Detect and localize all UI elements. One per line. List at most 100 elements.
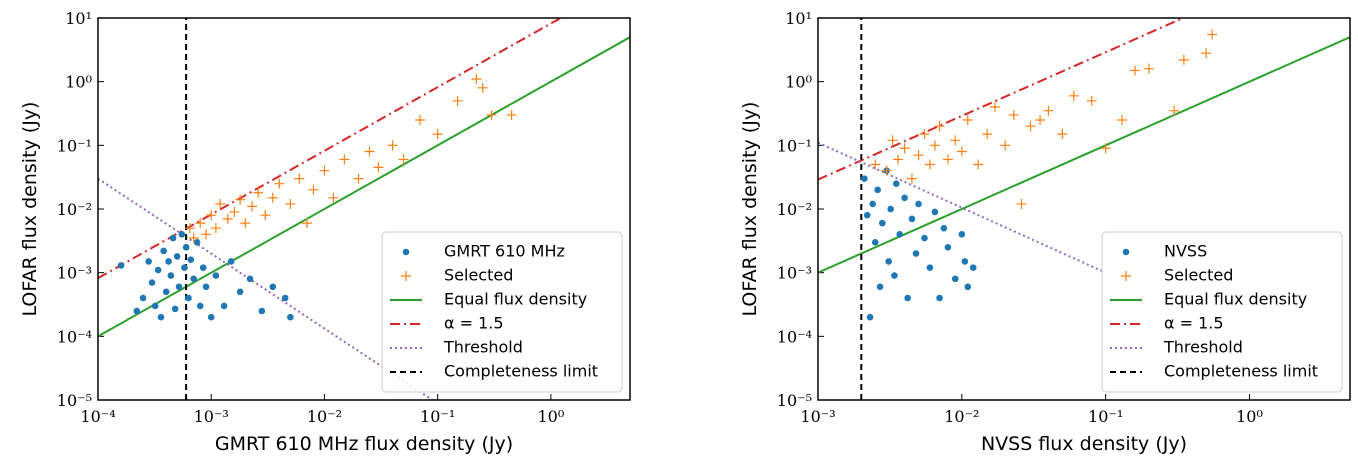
point: [887, 135, 898, 146]
y-tick-label: 10⁻¹: [57, 136, 92, 155]
point: [215, 198, 226, 209]
plot-area: [818, 18, 1350, 400]
y-tick-label: 10⁰: [785, 73, 812, 92]
point: [133, 307, 141, 315]
point: [950, 135, 961, 146]
point: [139, 294, 147, 302]
point: [222, 213, 233, 224]
point: [339, 154, 350, 165]
y-tick-label: 10¹: [785, 9, 812, 28]
y-tick-label: 10⁻⁴: [57, 327, 92, 346]
point: [187, 256, 195, 263]
legend-box: [381, 231, 623, 393]
point: [1057, 129, 1068, 140]
x-tick-label: 10⁰: [1236, 407, 1263, 426]
point: [220, 302, 228, 310]
point: [175, 283, 183, 291]
point: [181, 264, 188, 271]
point: [1000, 140, 1011, 151]
point: [154, 266, 162, 274]
legend-label: Selected: [444, 266, 513, 285]
legend-label: NVSS: [1164, 242, 1207, 261]
point: [1043, 105, 1054, 116]
point: [247, 201, 258, 212]
x-tick-label: 10⁻¹: [1088, 407, 1123, 426]
x-tick-label: 10⁻¹: [420, 407, 455, 426]
x-tick-label: 10⁰: [537, 407, 564, 426]
point: [879, 219, 886, 227]
point: [260, 210, 271, 221]
legend-label: Equal flux density: [444, 290, 587, 309]
point: [195, 218, 206, 229]
point: [869, 200, 876, 208]
point: [432, 129, 443, 140]
y-tick-label: 10⁻⁴: [777, 327, 812, 346]
point: [921, 234, 928, 242]
point: [190, 275, 197, 283]
x-axis-label: NVSS flux density (Jy): [981, 433, 1187, 455]
y-tick-label: 10¹: [65, 9, 92, 28]
point: [206, 210, 217, 221]
point: [173, 253, 181, 260]
line: [818, 36, 1350, 274]
point: [863, 211, 871, 219]
point: [1008, 109, 1019, 120]
point: [319, 165, 330, 176]
x-axis-label: GMRT 610 MHz flux density (Jy): [215, 433, 513, 455]
point: [940, 224, 948, 232]
point: [964, 283, 972, 291]
point: [471, 74, 482, 85]
legend-label: Threshold: [1163, 338, 1243, 357]
point: [1117, 114, 1128, 125]
point: [936, 294, 943, 302]
point: [201, 229, 212, 240]
legend-label: Selected: [1164, 266, 1233, 285]
point: [1143, 63, 1154, 74]
point: [893, 154, 904, 165]
point: [885, 258, 892, 265]
point: [328, 192, 339, 203]
point: [188, 233, 199, 244]
point: [870, 159, 881, 170]
legend-label: Completeness limit: [1164, 362, 1318, 381]
y-axis-label: LOFAR flux density (Jy): [19, 102, 41, 317]
y-tick-label: 10⁻²: [777, 200, 812, 219]
point: [269, 283, 277, 291]
point: [236, 288, 244, 296]
point: [267, 192, 278, 203]
point: [229, 206, 240, 217]
legend-label: GMRT 610 MHz: [444, 242, 565, 261]
legend: NVSS Selected Equal flux density α = 1.5 Thr…: [1101, 231, 1343, 393]
y-tick-label: 10⁻³: [777, 264, 812, 283]
point: [892, 180, 900, 187]
point: [891, 272, 898, 279]
point: [899, 143, 910, 154]
point: [182, 244, 190, 251]
point: [301, 218, 312, 229]
point: [929, 140, 940, 151]
point: [169, 234, 177, 242]
y-tick-label: 10⁻³: [57, 264, 92, 283]
point: [1035, 114, 1046, 125]
point: [285, 198, 296, 209]
point: [199, 264, 207, 271]
legend-label: α = 1.5: [444, 314, 504, 333]
x-tick-label: 10⁻⁴: [80, 407, 115, 426]
point: [989, 102, 1000, 113]
point: [982, 129, 993, 140]
point: [253, 187, 264, 198]
point: [227, 258, 235, 265]
y-axis-label: LOFAR flux density (Jy): [739, 102, 761, 317]
point: [874, 186, 881, 194]
point: [364, 146, 375, 157]
point: [185, 294, 192, 302]
point: [157, 313, 165, 321]
point: [1068, 90, 1079, 101]
point: [373, 162, 384, 173]
point: [160, 247, 167, 255]
y-tick-label: 10⁻⁵: [777, 391, 812, 410]
y-tick-label: 10⁻⁵: [57, 391, 92, 410]
point: [151, 302, 159, 310]
legend-swatch: [1122, 248, 1130, 256]
point: [973, 159, 984, 170]
